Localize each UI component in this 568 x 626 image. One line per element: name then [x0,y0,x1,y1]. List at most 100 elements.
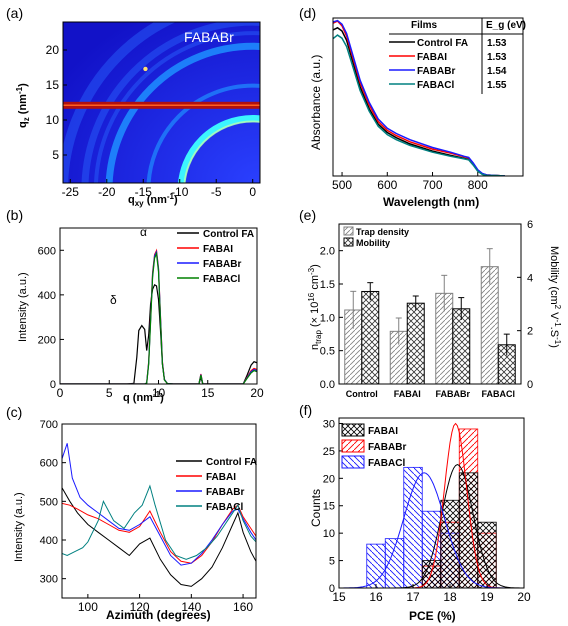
legend-label: Control FA [203,229,254,240]
legend-swatch [343,237,354,247]
y-axis-label-left: ntrap (× 1016 cm-3) [307,264,323,350]
y-axis-label: Intensity (a.u.) [17,272,29,342]
panel-c: 100 120 140 160 300 400 500 600 700 Control FA FA… [13,419,257,622]
table-film-name: Control FA [417,38,468,49]
category-label: FABACl [482,389,516,399]
y-tick-label: 200 [38,334,56,346]
series-line-fabai [62,502,256,564]
panel-a: FABABr -25 -20 -15 -10 -5 0 5 10 15 20 qxy (nm-1)… [15,21,261,208]
series-line-fababr [333,19,505,176]
x-tick-label: 15 [201,386,215,400]
panel-label-a: (a) [6,5,23,21]
legend-label: Control FA [206,457,257,468]
x-tick-label: -15 [135,185,153,199]
y-tick-label: 0 [329,583,335,595]
diffraction-ring-inner [178,115,260,183]
x-tick-label: 120 [130,600,150,614]
x-tick-label: -5 [211,185,222,199]
delta-annotation: δ [110,293,117,307]
plot-frame [338,417,525,589]
panel-label-f: (f) [299,402,312,418]
legend-swatch [341,423,365,437]
y-tick-label: 600 [40,458,58,470]
panel-label-b: (b) [6,207,23,223]
table-eg-value: 1.53 [487,38,507,49]
table-header-films: Films [411,20,438,31]
legend-label: FABACl [203,274,240,285]
plot-frame [61,423,257,599]
y-axis-label: Intensity (a.u.) [13,492,25,562]
y-tick-label: 15 [46,78,60,92]
x-tick-label: 19 [480,590,494,604]
histogram-bar-fabacl [403,466,423,588]
x-tick-label: -25 [62,185,80,199]
x-tick-label: 5 [106,386,113,400]
panel-label-d: (d) [299,5,316,21]
legend-label: FABAI [206,472,236,483]
legend-label: FABABr [368,442,406,453]
legend-label: FABACl [206,502,243,513]
x-tick-label: -10 [171,185,189,199]
x-tick-label: 500 [332,178,352,192]
legend-label: FABABr [203,259,241,270]
y-tick-label: 25 [323,446,335,458]
legend-label: FABAI [203,244,233,255]
series-line-control-fa [333,26,505,176]
y-tick-label: 300 [40,574,58,586]
x-axis-label: Azimuth (degrees) [106,608,211,622]
y-tick-label: 20 [46,43,60,57]
plot-frame [62,21,261,184]
x-tick-label: 10 [152,386,166,400]
axes-a: -25 -20 -15 -10 -5 0 5 10 15 20 [46,43,257,199]
y-tick-label: 400 [40,535,58,547]
y-tick-label: 15 [323,501,335,513]
y-tick-label: 30 [323,418,335,430]
y-tick-label: 0 [527,379,533,391]
table-film-name: FABACl [417,80,454,91]
diffraction-ring-middle [146,83,260,183]
x-tick-label: 20 [250,386,264,400]
y-tick-label: 0 [50,379,56,391]
histogram-bar-fabai [477,521,497,588]
table-eg-value: 1.53 [487,52,507,63]
category-label: FABAI [394,389,421,399]
alpha-annotation: α [140,225,147,239]
x-axis-label: q (nm-1) [123,390,164,404]
y-tick-label: 500 [40,496,58,508]
series-line-fabacl [333,34,505,176]
x-tick-label: 700 [423,178,443,192]
y-tick-label: 2.0 [320,246,335,258]
legend-swatch [341,439,365,453]
legend-swatch [343,226,354,236]
x-tick-label: 800 [468,178,488,192]
legend-label: Trap density [356,227,409,237]
x-tick-label: 0 [249,185,256,199]
y-tick-label: 6 [527,219,533,231]
panel-d: 500 600 700 800 Films E_g (eV) Control FA 1.53… [309,17,526,209]
x-tick-label: 15 [332,590,346,604]
table-header-eg: E_g (eV) [486,20,526,31]
category-label: FABABr [435,389,470,399]
x-axis-label: qxy (nm-1) [128,192,178,208]
y-tick-label: 0.0 [320,379,335,391]
y-tick-label: 1.5 [320,279,335,291]
x-tick-label: 16 [369,590,383,604]
sample-title: FABABr [184,29,234,45]
gaussian-fit-fabai [339,464,524,588]
histogram-bar-fabai [458,472,479,588]
panel-e: Control FABAI FABABr FABACl 0.0 0.5 1.0 1.5 2.0… [307,219,562,399]
y-tick-label: 700 [40,419,58,431]
table-eg-value: 1.54 [487,66,507,77]
mobility-bar [406,302,425,385]
legend-label: Mobility [356,238,390,248]
y-tick-label: 2 [527,326,533,338]
x-tick-label: 100 [78,600,98,614]
y-tick-label: 400 [38,290,56,302]
y-tick-label: 10 [323,528,335,540]
x-tick-label: 18 [443,590,457,604]
mobility-bar [361,290,380,385]
panel-label-c: (c) [6,404,22,420]
diffraction-ring-outer [105,42,260,183]
y-tick-label: 600 [38,245,56,257]
